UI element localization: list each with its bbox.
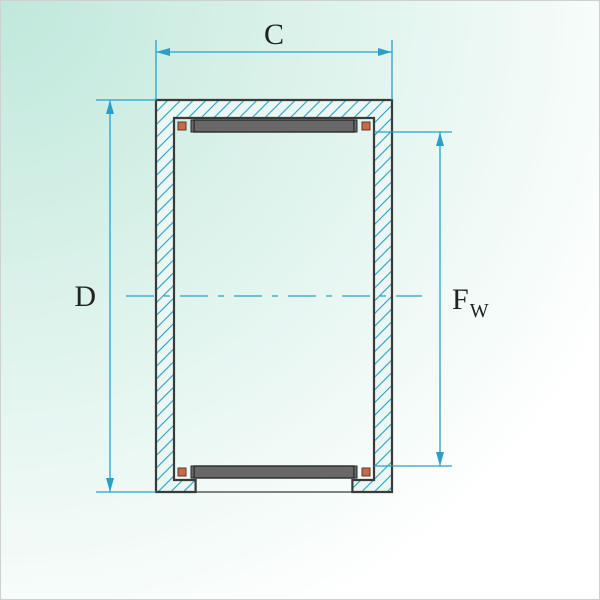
label-C: C — [264, 18, 284, 51]
roller-bottom — [194, 466, 354, 478]
marker-bl — [178, 468, 186, 476]
marker-tl — [178, 122, 186, 130]
label-D: D — [74, 280, 96, 313]
marker-br — [362, 468, 370, 476]
roller-top — [194, 120, 354, 132]
marker-tr — [362, 122, 370, 130]
